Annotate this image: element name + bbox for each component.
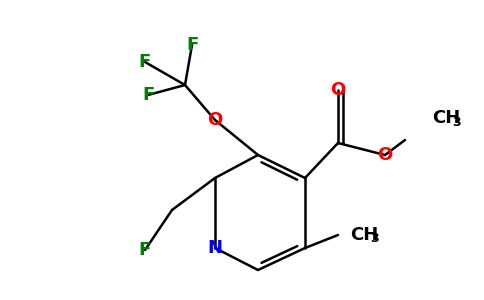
Text: F: F (139, 53, 151, 71)
Text: F: F (142, 86, 154, 104)
Text: O: O (378, 146, 393, 164)
Text: F: F (139, 241, 151, 259)
Text: 3: 3 (370, 232, 378, 245)
Text: N: N (208, 239, 223, 257)
Text: CH: CH (350, 226, 378, 244)
Text: F: F (186, 36, 198, 54)
Text: 3: 3 (452, 116, 461, 128)
Text: O: O (207, 111, 223, 129)
Text: O: O (331, 81, 346, 99)
Text: CH: CH (432, 109, 460, 127)
